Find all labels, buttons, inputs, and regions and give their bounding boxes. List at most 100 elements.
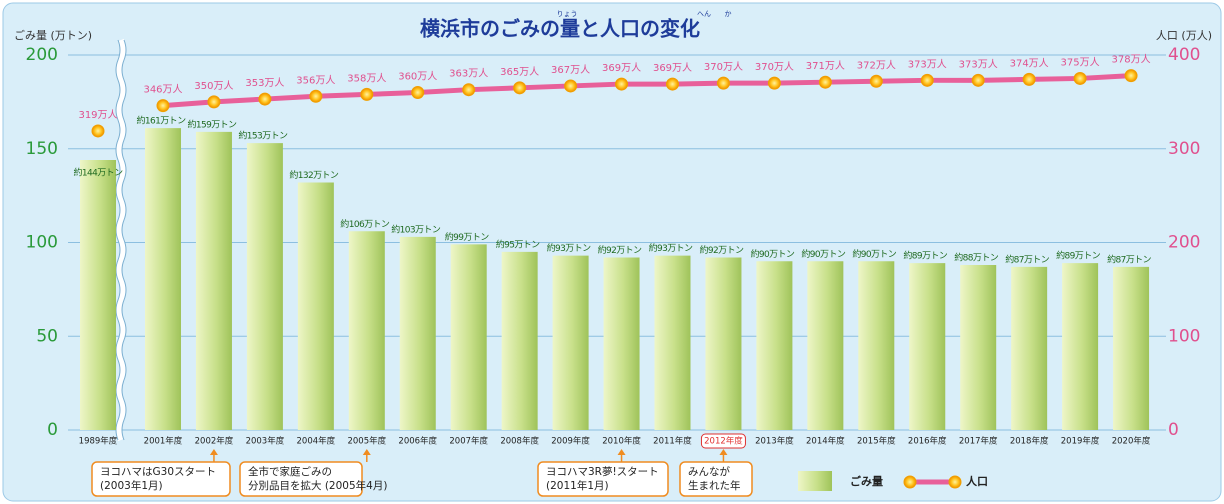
y2-tick-label: 100	[1168, 326, 1200, 346]
population-point	[971, 73, 985, 87]
x-tick-label: 1989年度	[79, 436, 118, 447]
bar	[1113, 266, 1150, 430]
x-tick-label: 2014年度	[806, 436, 845, 447]
bar	[450, 244, 487, 430]
population-point	[818, 75, 832, 89]
title-ruby: りょう	[557, 10, 578, 18]
population-point	[564, 79, 578, 93]
population-point	[869, 74, 883, 88]
population-value-label: 346万人	[143, 84, 182, 96]
bar-value-label: 約87万トン	[1107, 253, 1151, 265]
legend-swatch-dot	[903, 475, 917, 489]
x-tick-label: 2019年度	[1061, 436, 1100, 447]
population-value-label: 369万人	[653, 62, 692, 74]
legend-swatch-dot	[948, 475, 962, 489]
x-tick-label: 2006年度	[398, 436, 437, 447]
x-tick-label: 2003年度	[246, 436, 285, 447]
bar	[756, 261, 793, 430]
bar	[960, 265, 997, 430]
bar-value-label: 約95万トン	[496, 238, 540, 250]
population-value-label: 363万人	[449, 68, 488, 80]
bar-value-label: 約90万トン	[801, 248, 845, 260]
x-tick-label: 2005年度	[347, 436, 386, 447]
y2-tick-label: 400	[1168, 45, 1200, 65]
bar	[705, 257, 742, 430]
annotation-arrowhead	[617, 449, 626, 455]
annotation-box	[679, 461, 753, 497]
bar	[297, 182, 334, 430]
population-value-label: 371万人	[806, 60, 845, 72]
population-value-label: 369万人	[602, 62, 641, 74]
annotation-box	[537, 461, 669, 497]
population-value-label: 372万人	[857, 59, 896, 71]
population-point	[309, 89, 323, 103]
x-tick-label: 2013年度	[755, 436, 794, 447]
bar-value-label: 約89万トン	[1056, 250, 1100, 262]
y2-axis-label: 人口 (万人)	[1156, 29, 1212, 42]
annotation-text: (2011年1月)	[546, 479, 609, 492]
population-point	[920, 73, 934, 87]
annotation-arrowhead	[209, 449, 218, 455]
x-tick-label: 2009年度	[551, 436, 590, 447]
bar	[654, 255, 691, 430]
population-point	[1073, 71, 1087, 85]
x-tick-label: 2012年度	[704, 436, 743, 447]
bar	[1011, 266, 1048, 430]
annotation-box	[91, 461, 231, 497]
chart-title: 横浜市のごみの量と人口の変化	[420, 17, 700, 41]
population-point	[462, 83, 476, 97]
bar-value-label: 約106万トン	[340, 218, 390, 230]
population-value-label: 356万人	[296, 74, 335, 86]
bar	[909, 263, 946, 430]
axis-break	[116, 38, 126, 442]
bar-value-label: 約92万トン	[700, 244, 744, 256]
bar-value-label: 約93万トン	[649, 242, 693, 254]
bar	[399, 236, 436, 430]
population-point	[360, 87, 374, 101]
bar-value-label: 約92万トン	[598, 244, 642, 256]
bar	[552, 255, 589, 430]
bar-value-label: 約88万トン	[954, 252, 998, 264]
population-point	[513, 81, 527, 95]
population-value-label: 370万人	[755, 61, 794, 73]
population-point	[1022, 72, 1036, 86]
x-tick-label: 2008年度	[500, 436, 539, 447]
x-tick-label: 2004年度	[297, 436, 336, 447]
bar	[501, 251, 538, 430]
population-value-label: 373万人	[908, 58, 947, 70]
y-tick-label: 150	[26, 139, 58, 159]
population-point	[716, 76, 730, 90]
x-tick-label: 2010年度	[602, 436, 641, 447]
population-value-label: 367万人	[551, 64, 590, 76]
bar-value-label: 約103万トン	[391, 223, 441, 235]
x-tick-label: 2011年度	[653, 436, 692, 447]
population-point	[207, 95, 221, 109]
bar-value-label: 約90万トン	[852, 248, 896, 260]
bar-value-label: 約90万トン	[750, 248, 794, 260]
y-tick-label: 200	[26, 45, 58, 65]
bar-value-label: 約99万トン	[445, 231, 489, 243]
population-value-label: 319万人	[78, 109, 117, 121]
title-ruby: か	[725, 10, 732, 18]
bar	[807, 261, 844, 430]
annotation-text: ヨコハマはG30スタート	[100, 466, 216, 478]
bar-value-label: 約153万トン	[238, 130, 288, 142]
bar	[858, 261, 895, 430]
population-line	[162, 73, 1132, 109]
population-point	[411, 86, 425, 99]
bar	[195, 131, 232, 430]
axis-break	[121, 39, 127, 441]
population-point	[666, 77, 679, 91]
x-tick-label: 2001年度	[144, 436, 183, 447]
x-tick-label: 2017年度	[959, 436, 998, 447]
x-tick-label: 2002年度	[195, 436, 234, 447]
annotation-arrowhead	[362, 449, 371, 455]
y-tick-label: 0	[47, 420, 58, 440]
annotation-text: ヨコハマ3R夢!スタート	[546, 465, 659, 478]
x-tick-label: 2007年度	[449, 436, 488, 447]
population-value-label: 378万人	[1112, 54, 1151, 66]
population-point	[156, 99, 170, 113]
x-tick-label: 2016年度	[908, 436, 947, 447]
annotation-text: 生まれた年	[688, 479, 741, 492]
